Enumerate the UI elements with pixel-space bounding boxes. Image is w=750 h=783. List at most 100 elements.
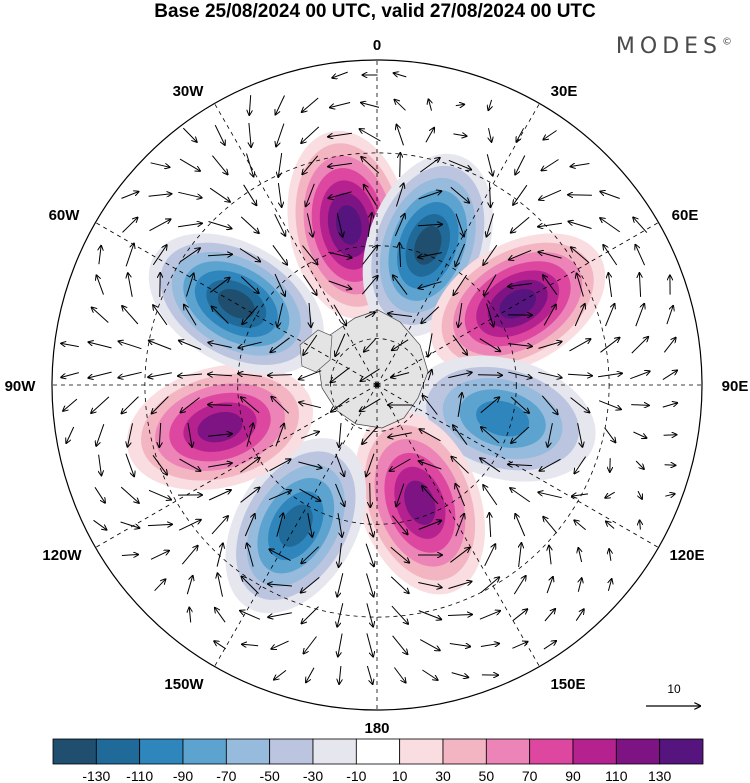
wind-arrow [508,344,532,347]
wind-arrow [302,606,319,624]
wind-arrow [664,465,676,466]
wind-arrow [120,521,140,528]
lon-label-30e: 30E [551,83,578,100]
wind-arrow [208,374,233,376]
wind-arrow [455,104,464,105]
graticule-layer [52,60,702,710]
wind-arrow [600,192,620,199]
wind-arrow [150,162,170,167]
meridian-line [214,384,378,667]
wind-arrow [578,578,581,592]
colorbar-swatch-14 [659,738,704,765]
wind-arrow [361,103,380,108]
wind-arrow [121,192,139,199]
wind-arrow [571,164,590,167]
wind-arrow [184,305,197,326]
wind-arrow [428,370,431,381]
wind-arrow [519,543,522,567]
wind-arrow [479,611,500,620]
wind-arrow [339,666,341,684]
lon-label-0: 0 [373,37,381,54]
wind-arrow [99,454,102,476]
wind-arrow [335,483,345,506]
wind-arrow [511,426,530,443]
wind-arrow [600,218,621,233]
wind-arrow [542,159,559,171]
latitude-circle [330,338,424,432]
wind-arrow [662,370,677,381]
wind-arrow [242,577,259,594]
colorbar-tick-label: -30 [303,768,323,783]
colorbar-tick-label: -110 [126,768,153,783]
wind-arrow [328,280,352,289]
wind-arrow [447,615,472,616]
wind-arrow [240,458,259,473]
wind-arrow [569,339,591,352]
wind-arrow [128,423,133,446]
wind-arrow [543,275,558,296]
wind-arrow [549,546,551,565]
wind-arrow [212,307,229,324]
colorbar-swatch-7 [355,738,401,765]
wind-arrow [269,549,291,562]
wind-arrow [246,153,254,177]
wind-arrow [391,605,408,624]
meridian-line [95,222,378,386]
wind-arrow [484,544,496,567]
wind-arrow [483,244,498,265]
wind-arrow [336,213,342,236]
wind-arrow [393,667,405,683]
lon-label-60e: 60E [672,207,699,224]
wind-arrow [61,343,79,346]
wind-arrow [299,370,322,380]
wind-arrow [421,306,440,323]
wind-arrow [574,520,587,531]
wind-arrow [241,397,260,414]
wind-arrow [425,128,434,143]
wind-arrow [276,513,283,537]
wind-arrow [240,216,259,233]
wind-arrow [208,490,231,501]
wind-arrow [515,155,526,175]
wind-arrow [182,127,196,142]
wind-arrow [365,543,374,567]
wind-arrow [608,579,611,592]
colorbar-tick-label: -130 [82,768,110,783]
colorbar-tick-label: 50 [479,768,495,783]
wind-arrow [178,374,203,376]
wind-arrow [335,333,346,356]
brand-logo: MODES© [616,34,732,59]
lon-label-180: 180 [364,720,389,737]
wind-arrow [477,375,502,376]
wind-arrow [187,423,192,447]
wind-arrow [306,183,315,206]
wind-arrow [274,273,285,296]
meridian-line [214,103,378,386]
wind-arrow [574,456,587,474]
wind-arrow [418,610,441,620]
wind-arrow [422,486,439,505]
wind-arrow [275,424,284,447]
wind-arrow [239,248,260,262]
wind-arrow [663,338,675,353]
colorbar-swatch-6 [312,738,357,765]
wind-arrow [453,274,468,295]
wind-arrow [546,577,553,594]
wind-arrow [218,573,223,597]
wind-arrow [152,455,167,474]
colorbar: -130 -110 -90 -70 -50 -30 -10 10 30 50 70 90 110 130 [52,738,704,783]
wind-arrow [569,222,592,229]
wind-arrow [301,577,320,592]
colorbar-swatch-12 [572,738,617,765]
wind-arrow [448,372,471,379]
wind-arrow [208,434,232,437]
wind-arrow [364,337,377,351]
wind-arrow [513,576,525,595]
wind-arrow [147,524,172,525]
wind-arrow [214,641,227,650]
wind-arrow [362,246,378,265]
wind-arrow [269,459,291,472]
wind-arrow [125,453,134,477]
colorbar-swatch-0 [52,738,97,765]
wind-arrow [418,191,442,200]
